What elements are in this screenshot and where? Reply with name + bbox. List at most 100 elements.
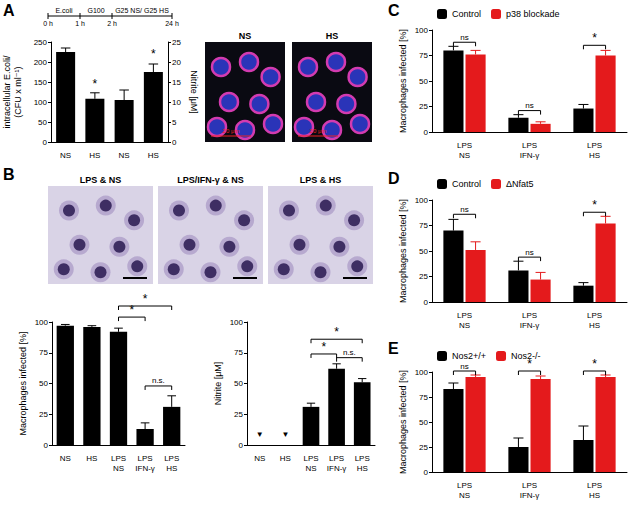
svg-text:*: * — [527, 357, 532, 371]
svg-text:E: E — [388, 340, 399, 357]
svg-text:*: * — [592, 31, 597, 45]
svg-text:250: 250 — [34, 38, 48, 47]
svg-text:25: 25 — [419, 272, 428, 281]
svg-text:HS: HS — [357, 464, 368, 473]
svg-text:75: 75 — [419, 51, 428, 60]
svg-text:75: 75 — [419, 221, 428, 230]
svg-text:50: 50 — [38, 118, 47, 127]
svg-text:100: 100 — [415, 368, 429, 377]
svg-text:NS: NS — [254, 454, 265, 463]
svg-text:ns: ns — [460, 205, 468, 214]
svg-text:2 h: 2 h — [107, 20, 117, 27]
svg-text:*: * — [143, 292, 148, 306]
svg-text:HS: HS — [280, 454, 291, 463]
svg-text:intracellular E.coli/: intracellular E.coli/ — [2, 55, 12, 129]
svg-text:100: 100 — [35, 318, 49, 327]
svg-text:0 h: 0 h — [43, 20, 53, 27]
svg-text:10: 10 — [172, 98, 181, 107]
svg-text:LPS: LPS — [164, 454, 179, 463]
svg-text:50: 50 — [419, 77, 428, 86]
svg-text:HS: HS — [148, 151, 159, 160]
svg-text:HS: HS — [589, 491, 600, 500]
svg-text:HS: HS — [89, 151, 100, 160]
svg-text:Macrophages infected [%]: Macrophages infected [%] — [18, 331, 28, 435]
svg-text:NS: NS — [459, 491, 470, 500]
svg-text:Nos2-/-: Nos2-/- — [511, 351, 541, 361]
svg-text:0: 0 — [172, 138, 177, 147]
svg-text:C: C — [388, 2, 400, 19]
svg-text:LPS/IFN-γ & NS: LPS/IFN-γ & NS — [177, 175, 244, 185]
svg-text:20 μm: 20 μm — [223, 128, 240, 134]
svg-text:Nos2+/+: Nos2+/+ — [452, 351, 486, 361]
svg-text:50: 50 — [419, 418, 428, 427]
svg-text:n.s.: n.s. — [343, 348, 356, 357]
svg-text:*: * — [321, 340, 326, 354]
svg-text:0: 0 — [44, 441, 49, 450]
svg-text:LPS: LPS — [522, 481, 537, 490]
svg-text:75: 75 — [234, 348, 243, 357]
svg-text:75: 75 — [419, 393, 428, 402]
svg-text:0: 0 — [424, 298, 429, 307]
svg-text:G100: G100 — [87, 7, 104, 14]
svg-text:LPS: LPS — [303, 454, 318, 463]
svg-text:HS: HS — [86, 454, 97, 463]
svg-text:25: 25 — [419, 102, 428, 111]
svg-text:Macrophages infected [%]: Macrophages infected [%] — [398, 199, 408, 303]
svg-text:NS: NS — [459, 321, 470, 330]
svg-text:▼: ▼ — [281, 430, 289, 439]
svg-text:G25 NS/ G25 HS: G25 NS/ G25 HS — [115, 7, 169, 14]
svg-text:p38 blockade: p38 blockade — [506, 9, 560, 19]
svg-text:LPS: LPS — [522, 141, 537, 150]
svg-text:*: * — [334, 325, 339, 339]
svg-text:NS: NS — [60, 151, 71, 160]
svg-text:*: * — [93, 77, 98, 91]
svg-text:100: 100 — [415, 26, 429, 35]
svg-text:n.s.: n.s. — [152, 376, 165, 385]
svg-text:Control: Control — [452, 179, 481, 189]
svg-text:Control: Control — [452, 9, 481, 19]
svg-text:HS: HS — [589, 151, 600, 160]
svg-text:NS: NS — [459, 151, 470, 160]
svg-text:100: 100 — [34, 98, 48, 107]
svg-text:LPS: LPS — [587, 311, 602, 320]
svg-text:1 h: 1 h — [75, 20, 85, 27]
svg-text:B: B — [3, 166, 15, 183]
svg-text:ΔNfat5: ΔNfat5 — [506, 179, 534, 189]
svg-text:25: 25 — [419, 443, 428, 452]
svg-text:LPS & NS: LPS & NS — [80, 175, 122, 185]
svg-text:50: 50 — [39, 379, 48, 388]
svg-text:5: 5 — [172, 118, 177, 127]
svg-text:50: 50 — [419, 247, 428, 256]
svg-text:▼: ▼ — [256, 430, 264, 439]
svg-text:0: 0 — [43, 138, 48, 147]
svg-text:0: 0 — [424, 468, 429, 477]
svg-text:150: 150 — [34, 78, 48, 87]
svg-text:20: 20 — [172, 58, 181, 67]
svg-text:50: 50 — [234, 379, 243, 388]
svg-text:D: D — [388, 170, 400, 187]
svg-text:IFN-γ: IFN-γ — [327, 464, 347, 473]
svg-text:25: 25 — [39, 410, 48, 419]
svg-text:A: A — [3, 2, 15, 19]
svg-text:LPS: LPS — [355, 454, 370, 463]
svg-text:HS: HS — [166, 464, 177, 473]
svg-text:LPS & HS: LPS & HS — [300, 175, 342, 185]
svg-text:LPS: LPS — [329, 454, 344, 463]
svg-text:25: 25 — [234, 410, 243, 419]
svg-text:*: * — [592, 357, 597, 371]
svg-text:0: 0 — [239, 441, 244, 450]
svg-text:Nitrite [μM]: Nitrite [μM] — [213, 362, 223, 406]
svg-text:IFN-γ: IFN-γ — [135, 464, 155, 473]
svg-text:Nitrite [μM]: Nitrite [μM] — [189, 70, 199, 114]
svg-text:LPS: LPS — [138, 454, 153, 463]
svg-text:ns: ns — [460, 33, 468, 42]
svg-text:75: 75 — [39, 348, 48, 357]
svg-text:20 μm: 20 μm — [310, 128, 327, 134]
svg-text:Macrophages infected [%]: Macrophages infected [%] — [398, 29, 408, 133]
svg-text:(CFU x ml⁻¹): (CFU x ml⁻¹) — [13, 66, 23, 117]
svg-text:LPS: LPS — [587, 481, 602, 490]
svg-text:25: 25 — [172, 38, 181, 47]
svg-text:200: 200 — [34, 58, 48, 67]
svg-text:15: 15 — [172, 78, 181, 87]
svg-text:NS: NS — [113, 464, 124, 473]
